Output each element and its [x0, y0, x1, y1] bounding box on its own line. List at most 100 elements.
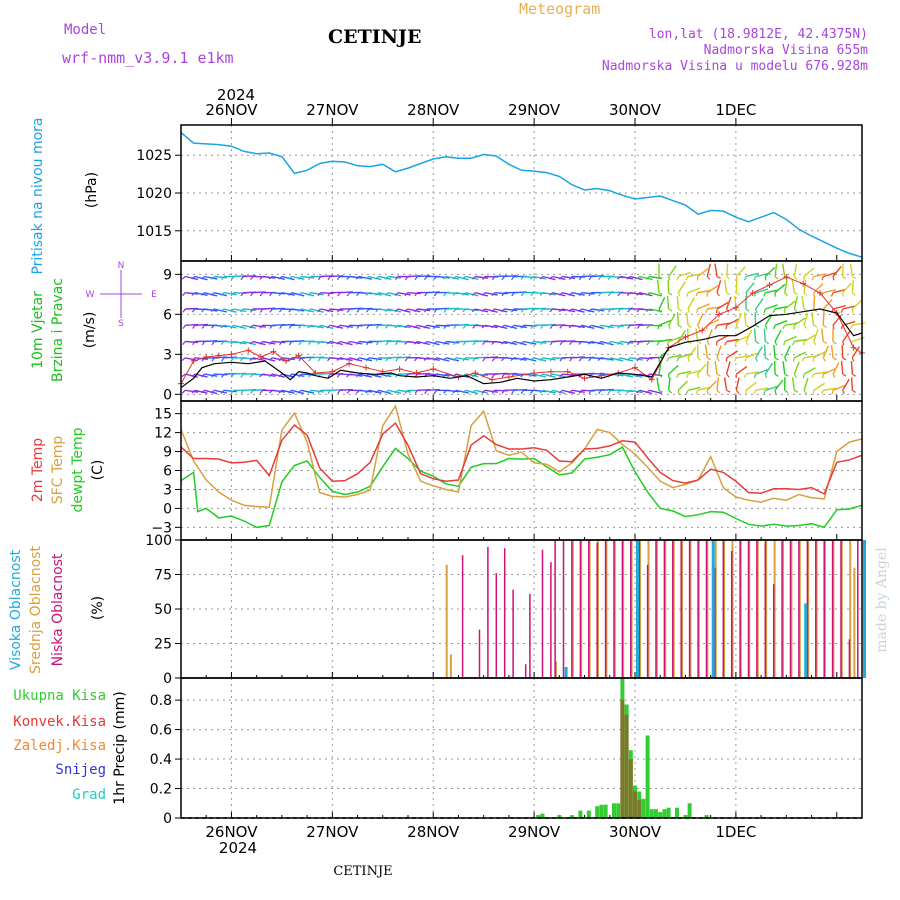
y-tick-label: 3	[163, 482, 172, 498]
total-precip-bar	[641, 798, 646, 818]
wind-barb-feather	[250, 389, 254, 395]
panel-frame	[180, 677, 863, 819]
wind-barb-feather	[696, 308, 699, 314]
wind-barb-feather	[346, 324, 351, 329]
wind-barb-feather	[462, 389, 466, 394]
wind-barb-feather	[239, 341, 244, 345]
wind-barb	[272, 340, 286, 344]
wind-barb	[359, 340, 373, 344]
wind-barb	[803, 367, 816, 375]
bottom-day-label: 29NOV	[508, 823, 561, 841]
wind-barb-feather	[201, 373, 205, 378]
wind-barb	[330, 357, 344, 360]
gust-marker	[203, 354, 210, 360]
wind-barb-feather	[850, 325, 853, 330]
wind-barb	[697, 268, 709, 278]
wind-barb	[600, 324, 614, 329]
wind-barb-feather	[784, 389, 789, 394]
wind-barb-feather	[346, 308, 351, 313]
wind-barb	[262, 275, 276, 279]
wind-barb	[436, 357, 450, 362]
wind-barb	[223, 292, 237, 296]
wind-barb-feather	[394, 292, 399, 296]
wind-barb-feather	[220, 308, 225, 313]
wind-barb	[735, 377, 740, 391]
wind-barb-feather	[433, 357, 437, 361]
wind-barb	[774, 329, 782, 342]
temp-panel-labels: 2m Temp SFC Temp dewpt Temp (C)	[30, 427, 106, 512]
wind-barb-feather	[784, 357, 788, 362]
wind-barb-feather	[716, 373, 721, 377]
wind-barb	[349, 340, 363, 345]
wind-barb-feather	[182, 308, 186, 313]
wind-barb	[494, 340, 508, 344]
wind-barb-feather	[763, 308, 766, 313]
y-tick-label: 9	[163, 267, 172, 283]
wind-barb	[523, 357, 537, 362]
wind-barb	[349, 357, 363, 362]
wind-barb	[735, 366, 748, 375]
y-tick-label: 25	[154, 637, 172, 653]
wind-barb-feather	[668, 292, 673, 296]
wind-barb-feather	[230, 308, 234, 313]
y-tick-label: 0	[163, 501, 172, 517]
wind-barb-feather	[549, 373, 554, 378]
wind-barb-feather	[356, 341, 360, 345]
wind-barb-feather	[259, 308, 264, 313]
y-tick-label: 0	[163, 387, 172, 403]
wind-barb	[214, 308, 228, 313]
wind-barb-feather	[520, 324, 525, 329]
wind-barb	[310, 292, 324, 296]
wind-barb	[330, 308, 344, 311]
wind-barb-feather	[268, 373, 273, 378]
total-precip-bar	[612, 803, 616, 818]
total-precip-bar	[540, 813, 545, 818]
wind-barb-feather	[832, 357, 837, 361]
wind-barb-feather	[192, 341, 196, 346]
y-tick-label: 0.6	[150, 723, 172, 739]
wind-barb-feather	[598, 389, 602, 395]
wind-barb-feather	[636, 308, 641, 313]
wind-barb	[754, 346, 763, 359]
pressure-label: Pritisak na nivou mora	[30, 117, 46, 274]
wind-barb	[397, 324, 411, 329]
wind-barb	[194, 389, 208, 394]
wind-barb-feather	[540, 308, 544, 313]
wind-barb-feather	[735, 276, 738, 281]
wind-barb-feather	[259, 373, 264, 378]
wind-barb-feather	[414, 292, 418, 297]
wind-barb-feather	[384, 308, 389, 313]
wind-barb-feather	[279, 324, 283, 329]
wind-barb	[223, 308, 237, 313]
wind-barb-feather	[327, 373, 331, 378]
wind-barb	[426, 324, 440, 329]
wind-barb	[359, 373, 373, 378]
wind-barb-feather	[191, 292, 196, 296]
wind-barb-feather	[597, 341, 602, 345]
total-precip-bar	[658, 812, 663, 818]
wind-barb	[610, 324, 624, 327]
wind-barb	[320, 340, 334, 345]
gust-marker	[505, 374, 512, 380]
wind-barb-feather	[616, 276, 621, 280]
wind-barb-feather	[297, 308, 302, 313]
gust-marker	[472, 370, 479, 376]
wind-barb	[272, 373, 285, 378]
wind-barb-feather	[686, 292, 689, 297]
wind-barb-feather	[307, 341, 312, 345]
wind-barb-feather	[269, 389, 273, 394]
wind-barb-feather	[764, 357, 770, 361]
wind-barb	[735, 279, 738, 293]
wind-barb-feather	[539, 292, 544, 297]
wind-barb-feather	[715, 341, 718, 346]
wind-barb	[706, 263, 711, 277]
wind-barb-feather	[549, 341, 554, 346]
wind-barb-feather	[636, 276, 640, 280]
wind-barb	[571, 389, 585, 393]
wind-barb	[185, 373, 198, 378]
wind-barb	[813, 351, 826, 359]
wind-barb	[725, 263, 729, 277]
wind-barb-feather	[365, 292, 370, 296]
wind-barb-feather	[842, 341, 845, 346]
wind-barb-feather	[355, 357, 360, 361]
